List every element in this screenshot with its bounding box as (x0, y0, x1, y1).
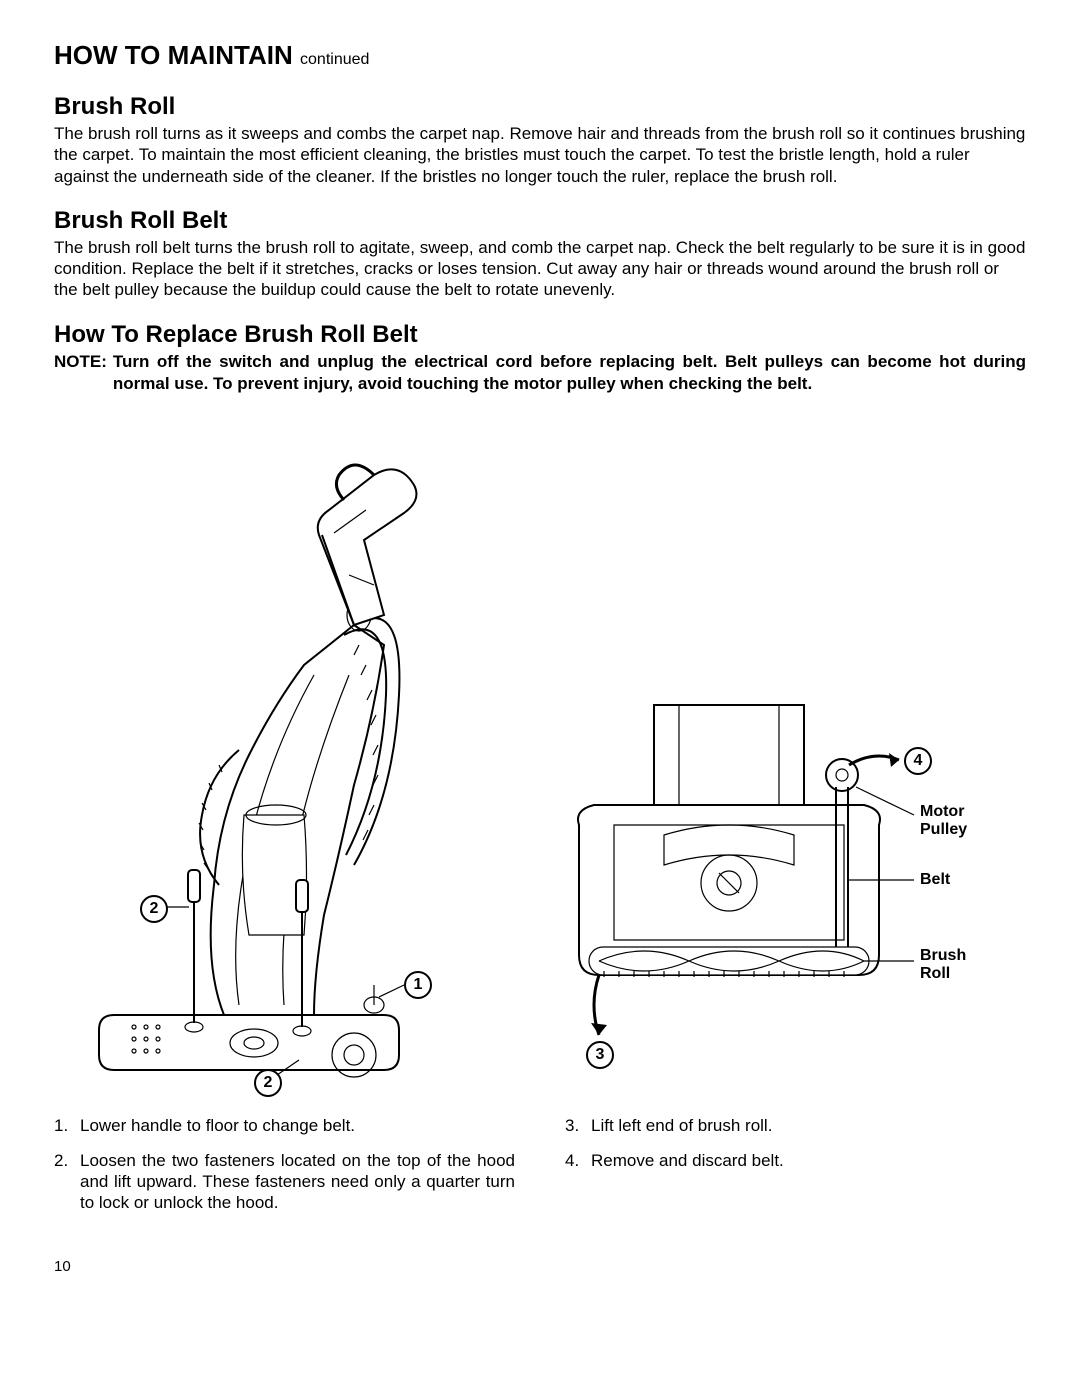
note-block: NOTE: Turn off the switch and unplug the… (54, 351, 1026, 395)
figure-vacuum-base: 4 3 Motor Pulley Belt Brush Roll (544, 695, 1014, 1095)
step-4: 4. Remove and discard belt. (565, 1150, 1026, 1171)
section-heading-brush-roll: Brush Roll (54, 93, 1026, 121)
label-belt: Belt (920, 871, 950, 889)
step-3-num: 3. (565, 1115, 591, 1136)
figure-vacuum-upright: 2 1 2 (54, 415, 524, 1095)
step-2: 2. Loosen the two fasteners located on t… (54, 1150, 515, 1214)
steps-right-column: 3. Lift left end of brush roll. 4. Remov… (565, 1115, 1026, 1228)
step-1-text: Lower handle to floor to change belt. (80, 1115, 515, 1136)
callout-4: 4 (904, 747, 932, 775)
step-2-text: Loosen the two fasteners located on the … (80, 1150, 515, 1214)
step-4-text: Remove and discard belt. (591, 1150, 1026, 1171)
section-heading-replace-belt: How To Replace Brush Roll Belt (54, 321, 1026, 349)
steps-left-column: 1. Lower handle to floor to change belt.… (54, 1115, 515, 1228)
label-motor-pulley: Motor Pulley (920, 803, 967, 840)
step-2-num: 2. (54, 1150, 80, 1214)
section-body-brush-roll: The brush roll turns as it sweeps and co… (54, 123, 1026, 187)
step-1-num: 1. (54, 1115, 80, 1136)
callout-2-upper: 2 (140, 895, 168, 923)
note-label: NOTE: (54, 351, 113, 395)
page-title: HOW TO MAINTAIN continued (54, 40, 1026, 71)
page-title-main: HOW TO MAINTAIN (54, 40, 293, 70)
step-4-num: 4. (565, 1150, 591, 1171)
page-number: 10 (54, 1258, 1026, 1275)
note-text: Turn off the switch and unplug the elect… (113, 351, 1026, 395)
callout-2-lower: 2 (254, 1069, 282, 1097)
page-title-continued: continued (300, 51, 369, 68)
section-heading-brush-roll-belt: Brush Roll Belt (54, 207, 1026, 235)
step-1: 1. Lower handle to floor to change belt. (54, 1115, 515, 1136)
step-3-text: Lift left end of brush roll. (591, 1115, 1026, 1136)
callout-1: 1 (404, 971, 432, 999)
label-brush-roll: Brush Roll (920, 947, 966, 984)
section-body-brush-roll-belt: The brush roll belt turns the brush roll… (54, 237, 1026, 301)
callout-3: 3 (586, 1041, 614, 1069)
step-3: 3. Lift left end of brush roll. (565, 1115, 1026, 1136)
